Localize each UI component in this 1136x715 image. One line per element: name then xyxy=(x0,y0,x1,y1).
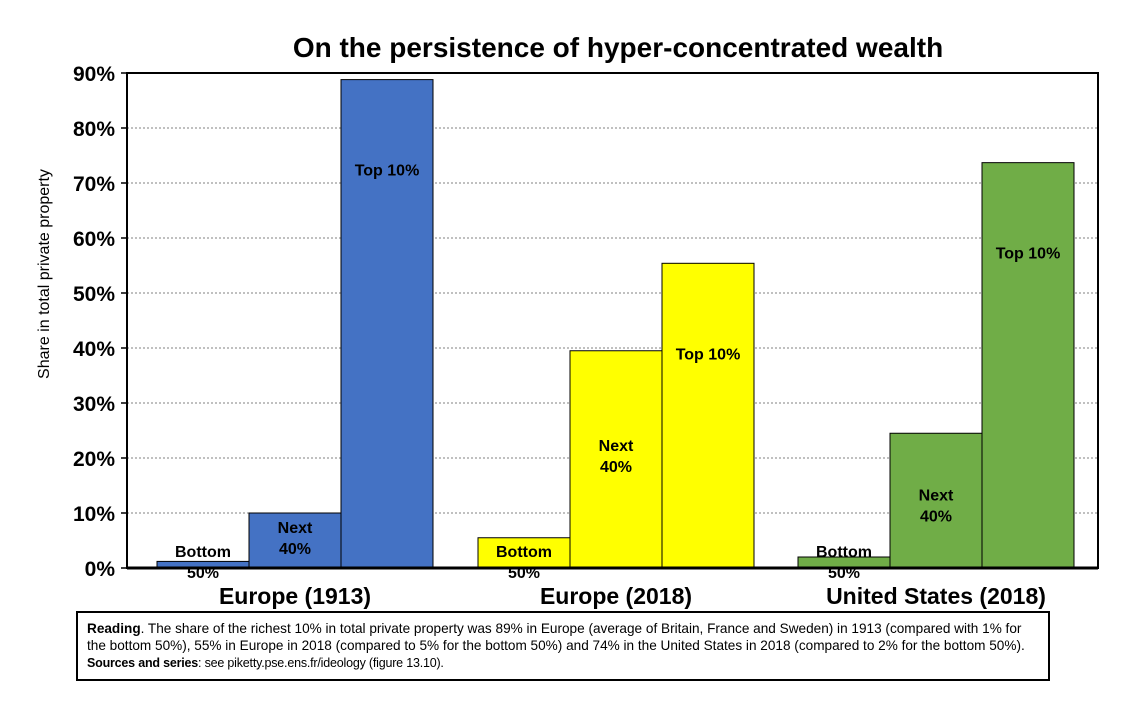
x-category-labels: Europe (1913) Europe (2018) United States … xyxy=(219,583,1046,609)
bar-label: Bottom xyxy=(816,544,872,561)
y-tick-label: 20% xyxy=(73,448,115,471)
bar-label: Next xyxy=(599,438,634,455)
bar-label: Top 10% xyxy=(676,346,741,363)
bar-label: 40% xyxy=(920,509,952,526)
bar xyxy=(569,350,663,569)
bar-label: 50% xyxy=(828,565,860,582)
y-axis-label: Share in total private property xyxy=(36,169,53,379)
chart-title: On the persistence of hyper-concentrated… xyxy=(292,32,944,63)
bar-label: 50% xyxy=(508,565,540,582)
y-tick-label: 90% xyxy=(73,63,115,86)
y-tick-label: 80% xyxy=(73,118,115,141)
y-tick-label: 50% xyxy=(73,283,115,306)
reading-text: . The share of the richest 10% in total … xyxy=(87,621,1025,653)
sources-text: : see piketty.pse.ens.fr/ideology (figur… xyxy=(198,656,444,670)
bar-label: Next xyxy=(919,488,954,505)
y-tick-labels: 0% 10% 20% 30% 40% 50% 60% 70% 80% 90% xyxy=(73,63,115,581)
x-category-label: Europe (1913) xyxy=(219,583,371,609)
plot-frame xyxy=(121,72,1099,570)
y-tick-label: 40% xyxy=(73,338,115,361)
bar-label: 50% xyxy=(187,565,219,582)
x-category-label: United States (2018) xyxy=(826,583,1046,609)
y-tick-label: 60% xyxy=(73,228,115,251)
y-tick-label: 10% xyxy=(73,503,115,526)
bar-label: Bottom xyxy=(496,544,552,561)
bars xyxy=(156,79,1075,569)
reading-note: Reading. The share of the richest 10% in… xyxy=(76,611,1050,681)
bar xyxy=(340,79,434,569)
bar-label: Top 10% xyxy=(996,246,1061,263)
bar-label: 40% xyxy=(279,541,311,558)
x-category-label: Europe (2018) xyxy=(540,583,692,609)
bar-labels: Bottom 50% Next 40% Top 10% Bottom 50% Next 40% T… xyxy=(175,163,1060,582)
y-tick-label: 30% xyxy=(73,393,115,416)
y-tick-label: 0% xyxy=(85,558,116,581)
bar xyxy=(661,262,755,569)
bar-label: Bottom xyxy=(175,544,231,561)
bar-label: 40% xyxy=(600,459,632,476)
bar-label: Next xyxy=(278,520,313,537)
y-tick-label: 70% xyxy=(73,173,115,196)
sources-label: Sources and series xyxy=(87,656,199,670)
bar-label: Top 10% xyxy=(355,163,420,180)
bar xyxy=(981,162,1075,569)
reading-label: Reading xyxy=(87,621,141,636)
